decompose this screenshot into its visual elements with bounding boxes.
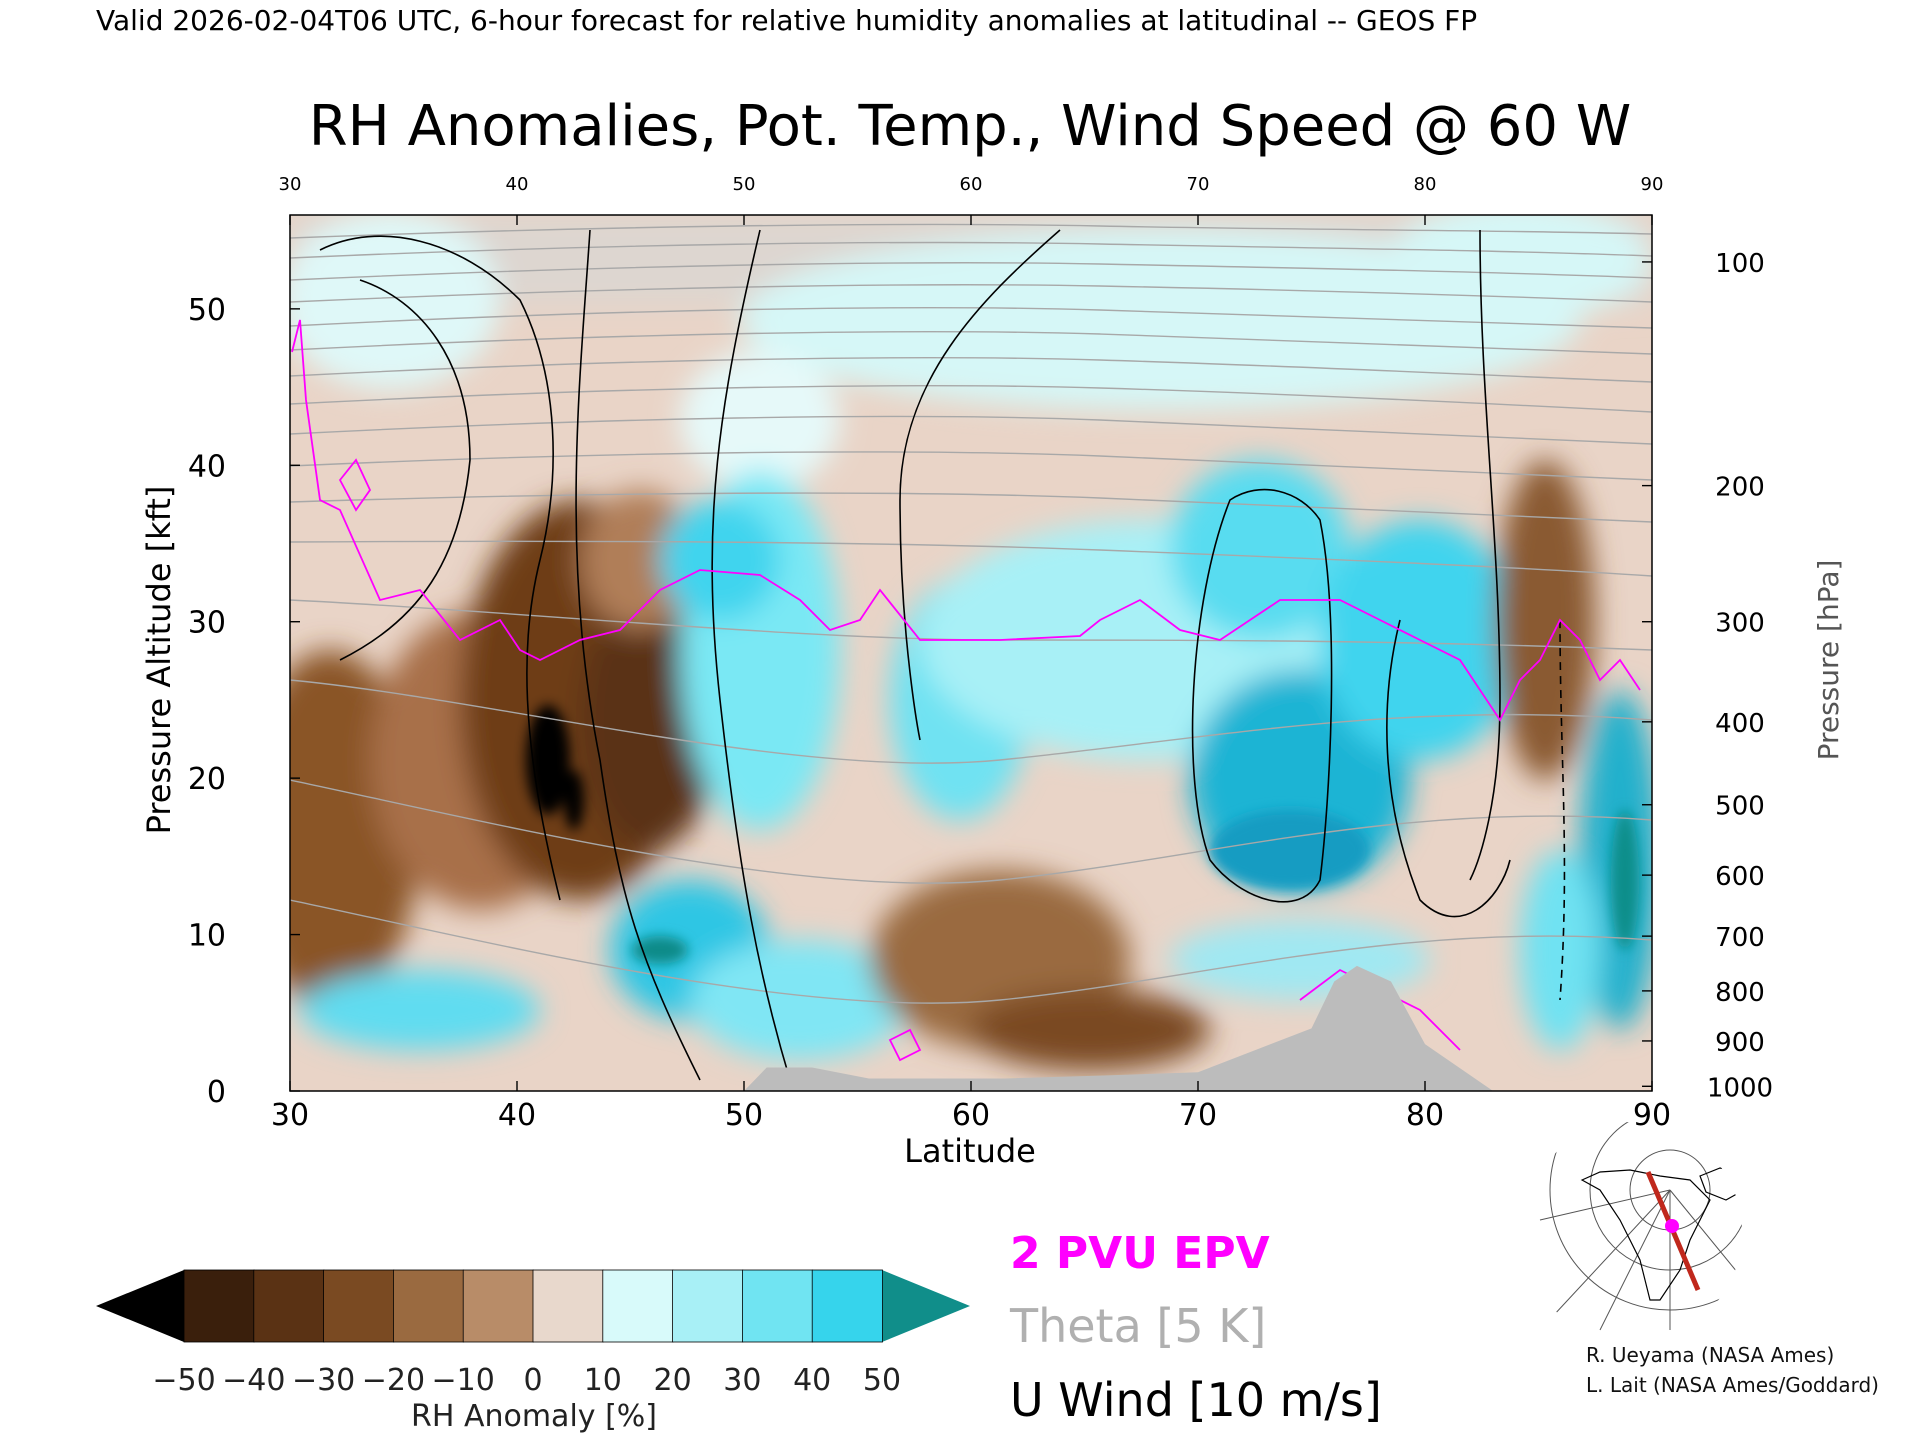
colorbar-cell <box>253 1269 325 1343</box>
x-top-tick-label: 30 <box>279 174 302 195</box>
colorbar-tick-label: 20 <box>654 1363 692 1398</box>
chart-title: RH Anomalies, Pot. Temp., Wind Speed @ 6… <box>309 94 1631 159</box>
colorbar-tick-label: 0 <box>523 1363 542 1398</box>
pressure-tick-label: 900 <box>1715 1028 1765 1058</box>
x-tick-label: 40 <box>498 1098 536 1133</box>
pressure-tick-label: 300 <box>1715 609 1765 639</box>
colorbar-tick-label: −30 <box>292 1363 355 1398</box>
x-tick-label: 30 <box>271 1098 309 1133</box>
x-tick-label: 90 <box>1633 1098 1671 1133</box>
colorbar-cell <box>323 1269 395 1343</box>
colorbar-tick-label: −20 <box>362 1363 425 1398</box>
x-axis: 30 40 50 60 70 80 90 <box>271 1081 1671 1133</box>
colorbar-over-arrow <box>882 1270 970 1342</box>
inset-map <box>1539 1122 1752 1331</box>
y-tick-label: 0 <box>207 1075 226 1110</box>
header-valid-line: Valid 2026-02-04T06 UTC, 6-hour forecast… <box>96 4 1477 37</box>
y-axis: 0 10 20 30 40 50 <box>188 293 300 1110</box>
uwind-contours <box>319 229 1566 1081</box>
colorbar-under-arrow <box>96 1270 184 1342</box>
x-tick-label: 60 <box>952 1098 990 1133</box>
y-axis-label: Pressure Altitude [kft] <box>140 486 178 835</box>
legend-theta: Theta [5 K] <box>1009 1299 1266 1353</box>
x-top-tick-label: 80 <box>1414 174 1437 195</box>
colorbar-cell <box>811 1269 883 1343</box>
legend-uwind: U Wind [10 m/s] <box>1010 1373 1382 1427</box>
pressure-tick-label: 400 <box>1715 709 1765 739</box>
colorbar-tick-label: 50 <box>863 1363 901 1398</box>
y-tick-label: 30 <box>188 606 226 641</box>
y-tick-label: 10 <box>188 919 226 954</box>
terrain <box>744 965 1494 1091</box>
theta-contours <box>290 223 1652 1004</box>
y2-axis-label: Pressure [hPa] <box>1812 560 1845 761</box>
colorbar-cell <box>532 1269 604 1343</box>
colorbar-tick-label: 40 <box>793 1363 831 1398</box>
x-tick-label: 50 <box>725 1098 763 1133</box>
colorbar-cell <box>742 1269 814 1343</box>
section-marker <box>1665 1219 1679 1233</box>
pressure-tick-label: 600 <box>1715 862 1765 892</box>
legend-epv: 2 PVU EPV <box>1010 1228 1270 1279</box>
rh-anomaly-field <box>290 215 1652 1091</box>
colorbar-cell <box>392 1269 465 1343</box>
y-tick-label: 50 <box>188 293 226 328</box>
credit-line-2: L. Lait (NASA Ames/Goddard) <box>1586 1373 1879 1397</box>
colorbar-cell <box>183 1269 255 1343</box>
pressure-tick-label: 100 <box>1715 249 1765 279</box>
colorbar-tick-label: −10 <box>432 1363 495 1398</box>
x-top-tick-label: 60 <box>960 174 983 195</box>
colorbar-tick-label: −50 <box>152 1363 215 1398</box>
y-tick-label: 40 <box>188 449 226 484</box>
x-tick-label: 70 <box>1179 1098 1217 1133</box>
colorbar: −50 −40 −30 −20 −10 0 10 20 30 40 50 RH Anomaly [%… <box>96 1269 970 1434</box>
pressure-tick-label: 500 <box>1715 792 1765 822</box>
x-top-tick-label: 40 <box>506 174 529 195</box>
y-tick-label: 20 <box>188 762 226 797</box>
y2-axis: 100 200 300 400 500 600 700 800 900 1000 <box>1642 249 1773 1103</box>
pressure-tick-label: 700 <box>1715 923 1765 953</box>
colorbar-cell <box>672 1269 744 1343</box>
x-top-tick-label: 90 <box>1641 174 1664 195</box>
x-axis-top: 30 40 50 60 70 80 90 <box>279 174 1664 225</box>
pressure-tick-label: 800 <box>1715 978 1765 1008</box>
colorbar-cell <box>602 1269 674 1343</box>
x-axis-label: Latitude <box>904 1132 1036 1170</box>
x-tick-label: 80 <box>1406 1098 1444 1133</box>
x-top-tick-label: 70 <box>1187 174 1210 195</box>
pressure-tick-label: 200 <box>1715 473 1765 503</box>
colorbar-cell <box>462 1269 534 1343</box>
credit-line-1: R. Ueyama (NASA Ames) <box>1586 1343 1834 1367</box>
colorbar-tick-label: −40 <box>222 1363 285 1398</box>
pressure-tick-label: 1000 <box>1707 1073 1773 1103</box>
x-top-tick-label: 50 <box>733 174 756 195</box>
colorbar-tick-label: 30 <box>723 1363 761 1398</box>
colorbar-tick-label: 10 <box>584 1363 622 1398</box>
colorbar-label: RH Anomaly [%] <box>411 1399 657 1434</box>
